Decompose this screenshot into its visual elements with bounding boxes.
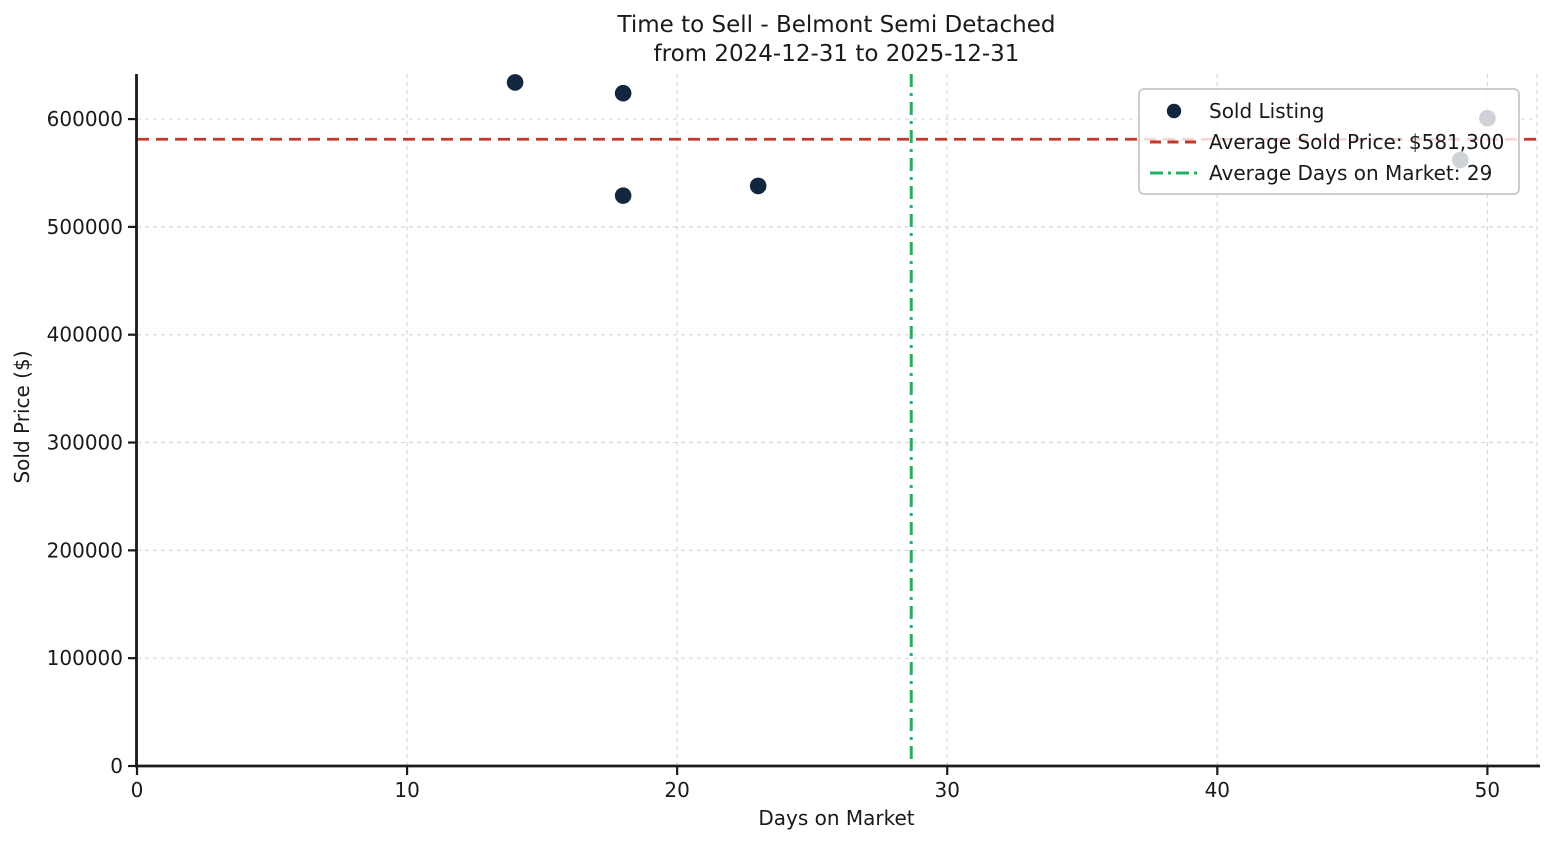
dashdot-line-icon bbox=[1149, 163, 1199, 183]
scatter-point bbox=[749, 177, 767, 195]
x-tick-label: 40 bbox=[1205, 778, 1230, 802]
x-tick-label: 30 bbox=[935, 778, 960, 802]
legend-item-sold-listing: Sold Listing bbox=[1149, 95, 1504, 126]
dashed-line-icon bbox=[1149, 132, 1199, 152]
y-axis-label: Sold Price ($) bbox=[10, 350, 34, 484]
legend-label-average-days-on-market: Average Days on Market: 29 bbox=[1209, 160, 1493, 185]
chart-title-line1: Time to Sell - Belmont Semi Detached bbox=[617, 12, 1056, 38]
x-tick-label: 50 bbox=[1475, 778, 1500, 802]
x-tick-label: 10 bbox=[394, 778, 419, 802]
legend: Sold Listing Average Sold Price: $581,30… bbox=[1138, 88, 1521, 195]
y-tick-label: 600000 bbox=[47, 107, 123, 131]
scatter-point bbox=[506, 74, 524, 91]
legend-item-average-days-on-market: Average Days on Market: 29 bbox=[1149, 157, 1504, 188]
scatter-point bbox=[614, 84, 632, 102]
sold-listing-dot-icon bbox=[1149, 101, 1199, 121]
legend-item-average-sold-price: Average Sold Price: $581,300 bbox=[1149, 126, 1504, 157]
y-tick-label: 300000 bbox=[47, 431, 123, 455]
x-axis-label: Days on Market bbox=[758, 806, 915, 830]
legend-label-sold-listing: Sold Listing bbox=[1209, 98, 1325, 123]
scatter-point bbox=[614, 187, 632, 204]
legend-label-average-sold-price: Average Sold Price: $581,300 bbox=[1209, 129, 1505, 154]
y-tick-label: 400000 bbox=[47, 323, 123, 347]
y-tick-label: 0 bbox=[110, 754, 123, 778]
x-tick-label: 20 bbox=[664, 778, 689, 802]
y-tick-label: 200000 bbox=[47, 538, 123, 562]
chart-title: Time to Sell - Belmont Semi Detached fro… bbox=[137, 11, 1536, 69]
y-tick-label: 100000 bbox=[47, 646, 123, 670]
y-tick-label: 500000 bbox=[47, 215, 123, 239]
x-tick-label: 0 bbox=[131, 778, 144, 802]
chart-title-line2: from 2024-12-31 to 2025-12-31 bbox=[653, 41, 1020, 67]
